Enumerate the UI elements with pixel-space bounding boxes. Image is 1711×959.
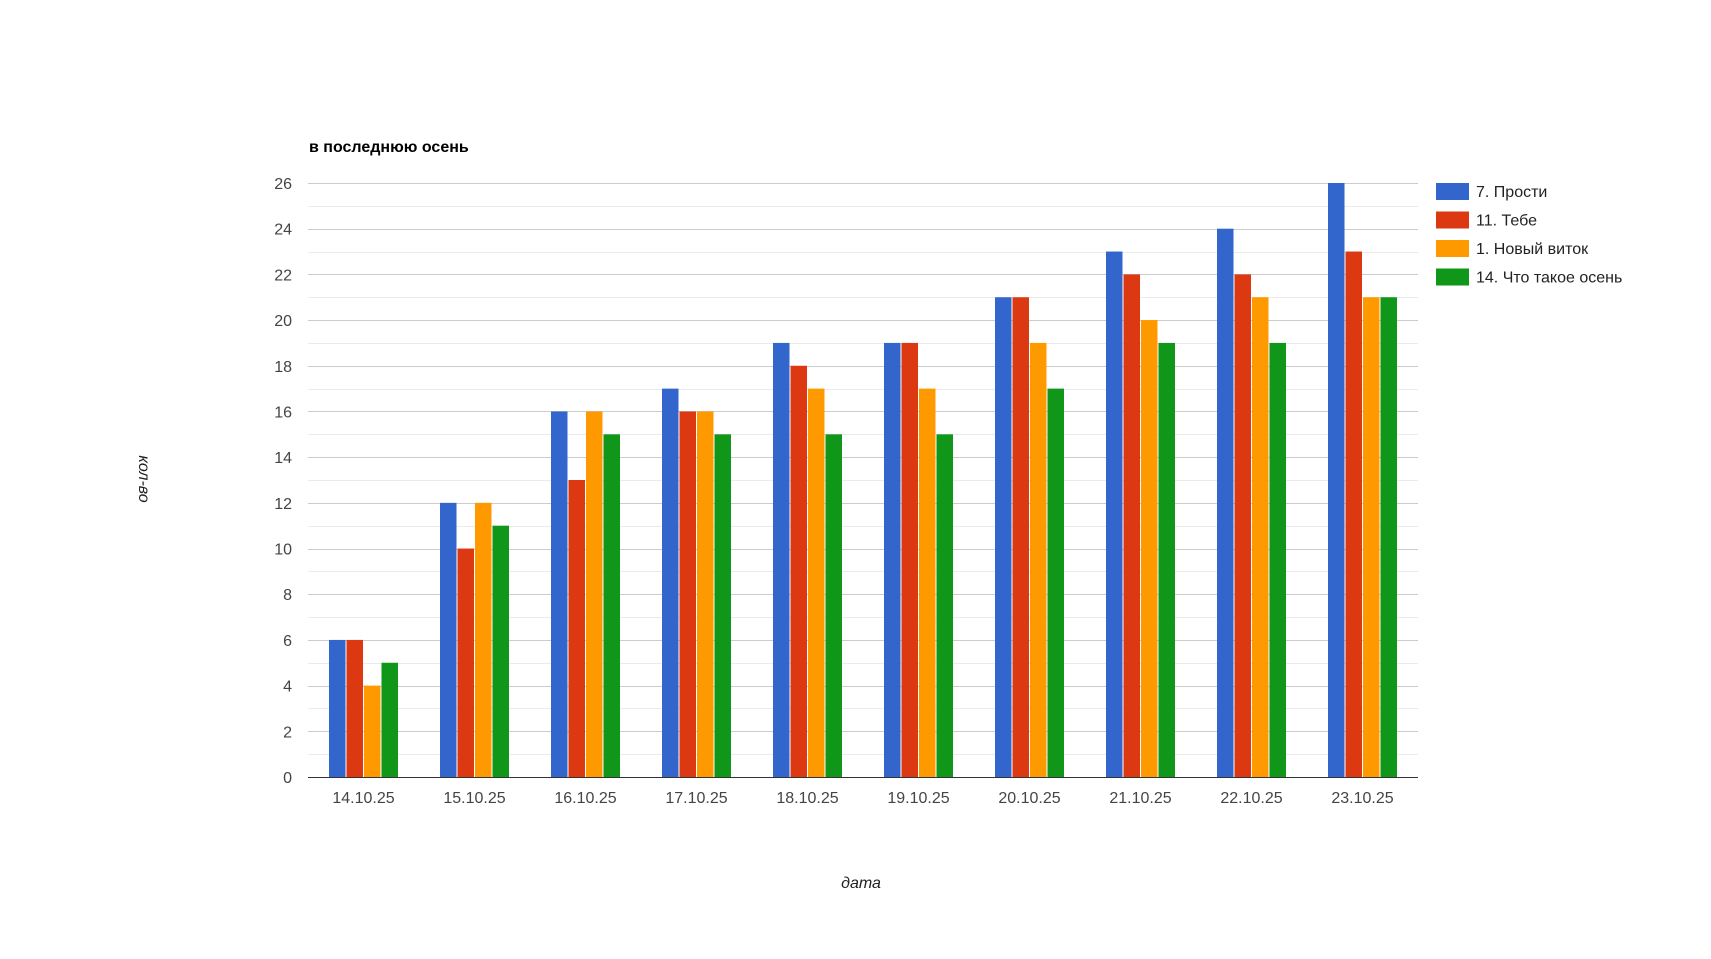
legend: 7. Прости 11. Тебе 1. Новый виток 14. Что т… — [1436, 183, 1622, 287]
bar-3-20.10.25[interactable] — [1030, 342, 1047, 777]
x-tick-label: 16.10.25 — [554, 790, 616, 807]
bar-1-19.10.25[interactable] — [884, 342, 901, 777]
y-tick-label: 20 — [274, 313, 292, 330]
y-tick-label: 14 — [274, 450, 292, 467]
bar-1-14.10.25[interactable] — [329, 639, 346, 777]
bar-1-15.10.25[interactable] — [440, 502, 457, 777]
legend-label: 11. Тебе — [1476, 213, 1537, 230]
bar-2-22.10.25[interactable] — [1234, 274, 1252, 777]
bar-3-16.10.25[interactable] — [586, 411, 603, 777]
bar-4-20.10.25[interactable] — [1047, 388, 1065, 777]
x-tick-label: 17.10.25 — [665, 790, 727, 807]
bar-2-20.10.25[interactable] — [1012, 297, 1030, 777]
bar-1-16.10.25[interactable] — [551, 411, 568, 777]
y-tick-label: 24 — [274, 222, 292, 239]
y-tick-label: 2 — [283, 724, 292, 741]
legend-label: 7. Прости — [1476, 184, 1547, 201]
legend-swatch — [1436, 183, 1469, 200]
legend-swatch — [1436, 211, 1469, 229]
y-tick-label: 4 — [283, 679, 292, 696]
x-tick-label: 18.10.25 — [776, 790, 838, 807]
x-tick-label: 23.10.25 — [1331, 790, 1393, 807]
x-tick-label: 22.10.25 — [1220, 790, 1282, 807]
legend-label: 1. Новый виток — [1476, 241, 1589, 258]
bar-4-22.10.25[interactable] — [1269, 342, 1287, 777]
bar-4-23.10.25[interactable] — [1380, 297, 1398, 777]
bar-4-18.10.25[interactable] — [825, 434, 843, 777]
bar-4-16.10.25[interactable] — [603, 434, 621, 777]
bar-3-15.10.25[interactable] — [475, 502, 492, 777]
bars — [329, 183, 1398, 778]
bar-1-20.10.25[interactable] — [995, 297, 1012, 777]
bar-3-22.10.25[interactable] — [1252, 297, 1269, 777]
bar-2-18.10.25[interactable] — [790, 365, 808, 777]
bar-3-21.10.25[interactable] — [1141, 320, 1158, 777]
bar-1-17.10.25[interactable] — [662, 388, 679, 777]
bar-1-23.10.25[interactable] — [1328, 183, 1345, 777]
y-tick-label: 12 — [274, 496, 292, 513]
bar-2-14.10.25[interactable] — [346, 639, 364, 777]
y-tick-label: 22 — [274, 267, 292, 284]
x-tick-label: 20.10.25 — [998, 790, 1060, 807]
bar-2-21.10.25[interactable] — [1123, 274, 1141, 777]
bar-2-23.10.25[interactable] — [1345, 251, 1363, 778]
bar-2-19.10.25[interactable] — [901, 342, 919, 777]
bar-3-18.10.25[interactable] — [808, 388, 825, 777]
legend-label: 14. Что такое осень — [1476, 270, 1622, 287]
bar-4-15.10.25[interactable] — [492, 525, 510, 777]
bar-4-17.10.25[interactable] — [714, 434, 732, 777]
bar-2-16.10.25[interactable] — [568, 480, 586, 777]
bar-4-14.10.25[interactable] — [381, 662, 399, 777]
bar-4-21.10.25[interactable] — [1158, 342, 1176, 777]
bar-2-17.10.25[interactable] — [679, 411, 697, 777]
y-tick-label: 0 — [283, 770, 292, 787]
y-tick-label: 10 — [274, 542, 292, 559]
bar-2-15.10.25[interactable] — [457, 548, 475, 777]
x-tick-label: 14.10.25 — [332, 790, 394, 807]
bar-3-17.10.25[interactable] — [697, 411, 714, 777]
bar-1-22.10.25[interactable] — [1217, 228, 1234, 777]
y-tick-label: 18 — [274, 359, 292, 376]
chart-title: в последнюю осень — [309, 139, 469, 156]
bar-3-23.10.25[interactable] — [1363, 297, 1380, 777]
bar-3-19.10.25[interactable] — [919, 388, 936, 777]
x-tick-label: 19.10.25 — [887, 790, 949, 807]
legend-swatch — [1436, 240, 1469, 257]
bar-1-18.10.25[interactable] — [773, 342, 790, 777]
gridlines — [308, 183, 1418, 755]
bar-1-21.10.25[interactable] — [1106, 251, 1123, 778]
legend-swatch — [1436, 268, 1469, 286]
x-axis-title: дата — [841, 875, 881, 892]
x-tick-label: 15.10.25 — [443, 790, 505, 807]
x-axis-tick-labels: 14.10.25 15.10.25 16.10.25 17.10.25 18.10.25… — [332, 790, 1393, 807]
y-tick-label: 16 — [274, 404, 292, 421]
y-axis-title: кол-во — [135, 455, 152, 502]
bar-4-19.10.25[interactable] — [936, 434, 954, 777]
x-tick-label: 21.10.25 — [1109, 790, 1171, 807]
y-tick-label: 8 — [283, 587, 292, 604]
y-tick-label: 6 — [283, 633, 292, 650]
bar-3-14.10.25[interactable] — [364, 685, 381, 777]
y-tick-label: 26 — [274, 176, 292, 193]
